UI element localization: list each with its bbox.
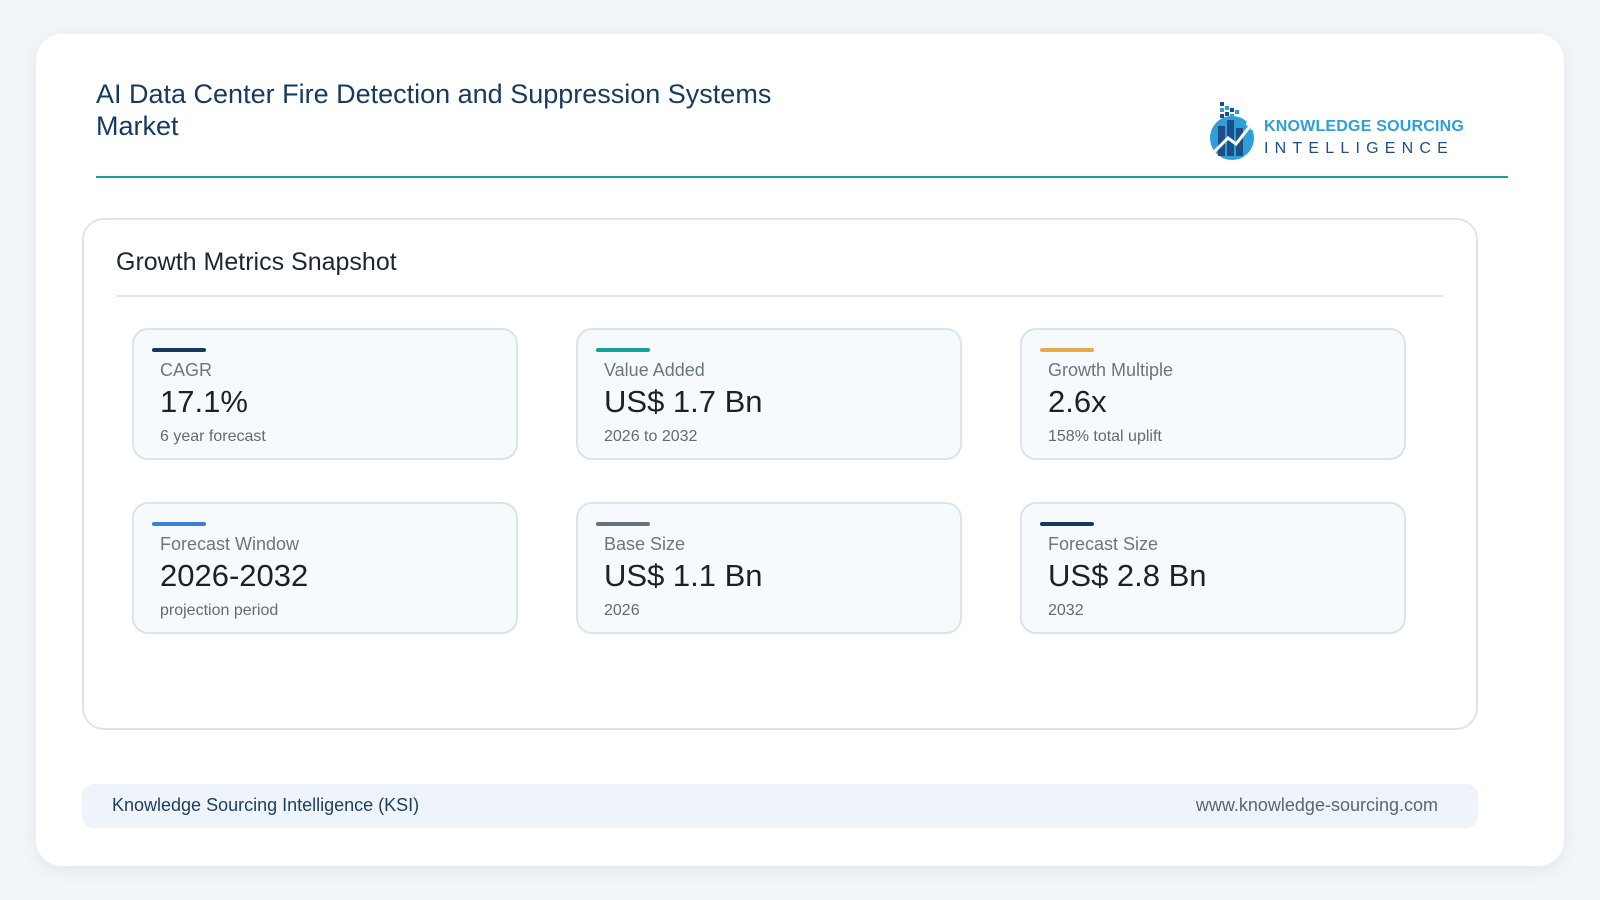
metric-label: CAGR xyxy=(160,360,213,380)
page-title: AI Data Center Fire Detection and Suppre… xyxy=(96,79,772,141)
metric-value: 17.1% xyxy=(160,384,248,419)
metric-note: 2026 to 2032 xyxy=(604,428,698,445)
metric-accent-bar xyxy=(152,522,206,526)
metric-value: US$ 1.1 Bn xyxy=(604,558,763,593)
metric-note: projection period xyxy=(160,602,279,619)
report-header: AI Data Center Fire Detection and Suppre… xyxy=(96,78,1508,178)
metric-label: Value Added xyxy=(604,360,705,380)
metric-accent-bar xyxy=(596,522,650,526)
panel-title: Growth Metrics Snapshot xyxy=(116,248,397,276)
metric-card-forecast-window: Forecast Window 2026-2032 projection per… xyxy=(132,502,518,634)
metric-card-cagr: CAGR 17.1% 6 year forecast xyxy=(132,328,518,460)
metric-accent-bar xyxy=(1040,522,1094,526)
metric-label: Growth Multiple xyxy=(1048,360,1174,380)
metric-card-growth-multiple: Growth Multiple 2.6x 158% total uplift xyxy=(1020,328,1406,460)
footer-bar: Knowledge Sourcing Intelligence (KSI) ww… xyxy=(82,784,1478,828)
metric-accent-bar xyxy=(152,348,206,352)
growth-metrics-panel: Growth Metrics Snapshot CAGR 17.1% 6 yea… xyxy=(82,218,1478,730)
metric-note: 6 year forecast xyxy=(160,428,266,445)
metric-accent-bar xyxy=(1040,348,1094,352)
metric-label: Forecast Size xyxy=(1048,534,1159,554)
footer-company-name: Knowledge Sourcing Intelligence (KSI) xyxy=(112,795,420,815)
metric-label: Forecast Window xyxy=(160,534,300,554)
footer-website-link[interactable]: www.knowledge-sourcing.com xyxy=(1195,795,1438,815)
metric-value: US$ 1.7 Bn xyxy=(604,384,763,419)
metric-note: 158% total uplift xyxy=(1048,428,1162,445)
metric-value: US$ 2.8 Bn xyxy=(1048,558,1207,593)
metric-note: 2032 xyxy=(1048,602,1084,619)
metric-card-value-added: Value Added US$ 1.7 Bn 2026 to 2032 xyxy=(576,328,962,460)
metric-value: 2026-2032 xyxy=(160,558,309,593)
metric-accent-bar xyxy=(596,348,650,352)
company-logo: KNOWLEDGE SOURCING INTELLIGENCE xyxy=(1206,96,1466,168)
metric-note: 2026 xyxy=(604,602,640,619)
panel-divider xyxy=(116,295,1444,297)
logo-text-line1: KNOWLEDGE SOURCING xyxy=(1264,118,1465,135)
building-chart-logo-icon xyxy=(1210,102,1254,160)
report-card: AI Data Center Fire Detection and Suppre… xyxy=(36,34,1564,866)
metric-label: Base Size xyxy=(604,534,686,554)
logo-text-line2: INTELLIGENCE xyxy=(1264,140,1454,157)
metric-card-base-size: Base Size US$ 1.1 Bn 2026 xyxy=(576,502,962,634)
metric-value: 2.6x xyxy=(1048,384,1107,419)
metric-card-forecast-size: Forecast Size US$ 2.8 Bn 2032 xyxy=(1020,502,1406,634)
